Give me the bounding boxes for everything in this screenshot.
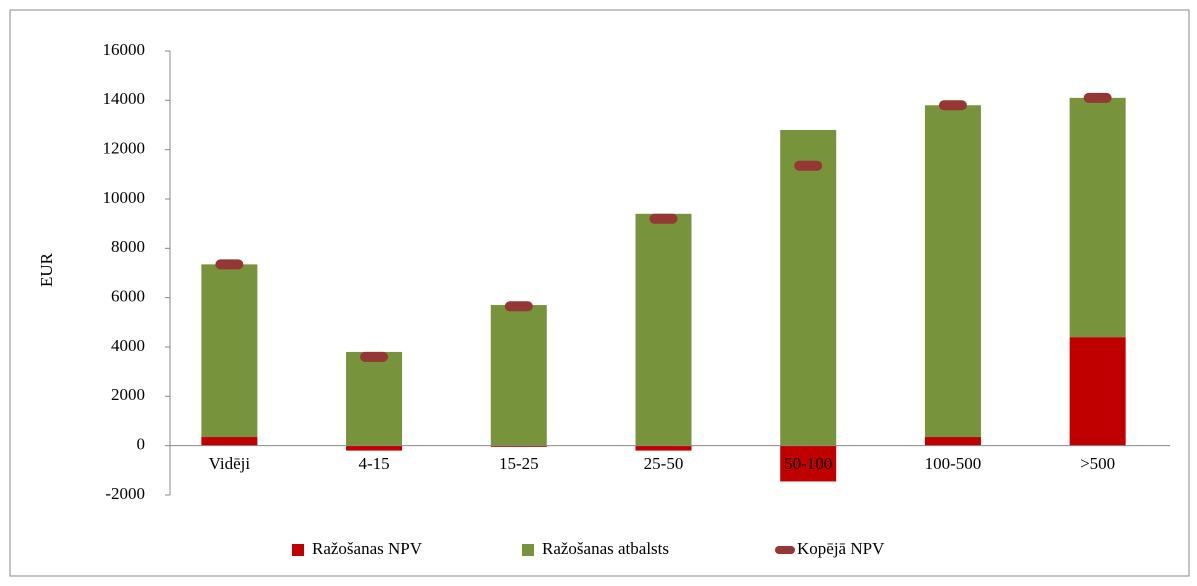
x-tick-label: 25-50 xyxy=(644,454,684,473)
bar-segment xyxy=(1069,97,1126,338)
legend-label: Ražošanas NPV xyxy=(312,539,423,558)
legend-label: Kopējā NPV xyxy=(797,539,885,558)
bar-segment xyxy=(346,445,403,451)
bar-segment xyxy=(1069,337,1126,446)
bar-segment xyxy=(346,351,403,446)
bar-segment xyxy=(780,445,837,482)
y-tick-label: 12000 xyxy=(103,139,146,158)
x-tick-label: 4-15 xyxy=(358,454,389,473)
y-tick-label: 14000 xyxy=(103,89,146,108)
bar-segment xyxy=(201,264,258,438)
legend-swatch xyxy=(522,544,534,556)
y-tick-label: 0 xyxy=(137,435,146,454)
x-tick-label: Vidēji xyxy=(209,454,251,473)
y-tick-label: 2000 xyxy=(111,385,145,404)
marker xyxy=(1083,92,1112,103)
marker xyxy=(794,160,823,171)
marker xyxy=(649,213,678,224)
legend-label: Ražošanas atbalsts xyxy=(542,539,669,558)
chart-frame xyxy=(9,9,1190,577)
x-tick-label: 100-500 xyxy=(925,454,982,473)
bar-segment xyxy=(780,129,837,446)
bar-segment xyxy=(635,213,692,446)
x-tick-label: 50-100 xyxy=(784,454,832,473)
y-tick-label: 6000 xyxy=(111,287,145,306)
bar-segment xyxy=(490,305,547,446)
y-tick-label: 10000 xyxy=(103,188,146,207)
y-tick-label: 8000 xyxy=(111,237,145,256)
bar-segment xyxy=(635,445,692,451)
legend-swatch xyxy=(292,544,304,556)
x-tick-label: >500 xyxy=(1080,454,1115,473)
marker xyxy=(215,259,244,270)
bar-segment xyxy=(924,105,981,438)
marker xyxy=(938,100,967,111)
bar-segment xyxy=(201,437,258,446)
legend-swatch xyxy=(775,546,795,554)
bar-segment xyxy=(924,437,981,446)
y-tick-label: 16000 xyxy=(103,40,146,59)
marker xyxy=(360,351,389,362)
x-tick-label: 15-25 xyxy=(499,454,539,473)
y-axis-label: EUR xyxy=(37,252,56,287)
bar-segment xyxy=(490,445,547,447)
marker xyxy=(504,301,533,312)
y-tick-label: -2000 xyxy=(105,484,145,503)
y-tick-label: 4000 xyxy=(111,336,145,355)
